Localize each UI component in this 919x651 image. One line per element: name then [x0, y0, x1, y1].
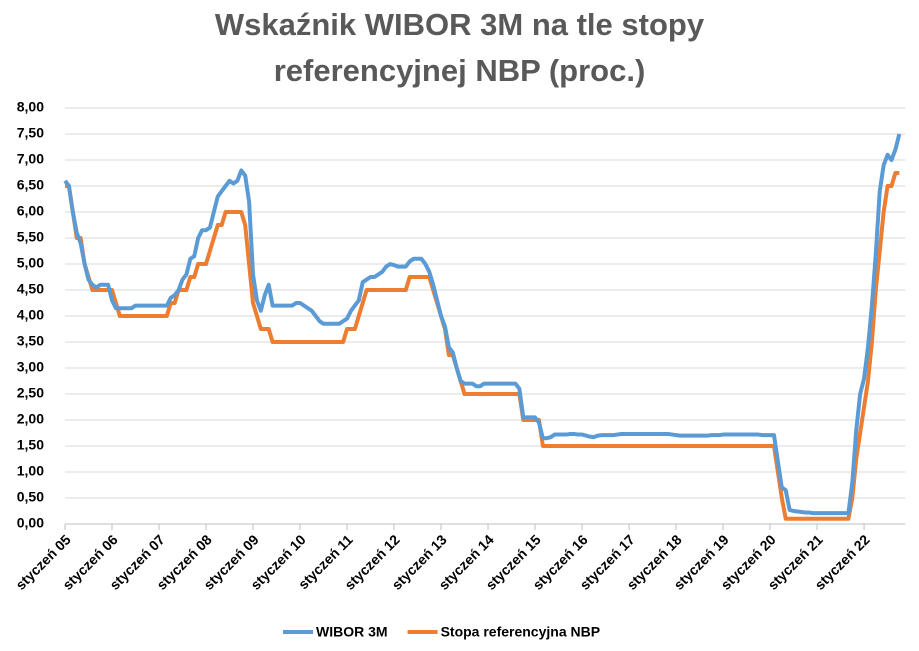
- legend-label: Stopa referencyjna NBP: [441, 624, 601, 640]
- series-line: [63, 133, 902, 516]
- y-tick-label: 3,50: [17, 333, 44, 349]
- y-tick-label: 4,50: [17, 281, 44, 297]
- y-tick-label: 7,00: [17, 151, 44, 167]
- y-tick-label: 2,00: [17, 411, 44, 427]
- y-tick-label: 0,50: [17, 489, 44, 505]
- y-tick-label: 7,50: [17, 125, 44, 141]
- y-tick-label: 0,00: [17, 515, 44, 531]
- y-tick-label: 6,00: [17, 203, 44, 219]
- y-tick-label: 5,00: [17, 255, 44, 271]
- y-tick-label: 8,00: [17, 99, 44, 115]
- legend-label: WIBOR 3M: [316, 624, 388, 640]
- y-tick-label: 5,50: [17, 229, 44, 245]
- y-tick-label: 6,50: [17, 177, 44, 193]
- y-tick-label: 2,50: [17, 385, 44, 401]
- y-tick-label: 1,50: [17, 437, 44, 453]
- y-tick-label: 1,00: [17, 463, 44, 479]
- y-tick-label: 4,00: [17, 307, 44, 323]
- y-tick-label: 3,00: [17, 359, 44, 375]
- series-line: [65, 171, 900, 521]
- title-box: Wskaźnik WIBOR 3M na tle stopy referency…: [0, 2, 919, 94]
- chart-title: Wskaźnik WIBOR 3M na tle stopy referency…: [214, 7, 705, 88]
